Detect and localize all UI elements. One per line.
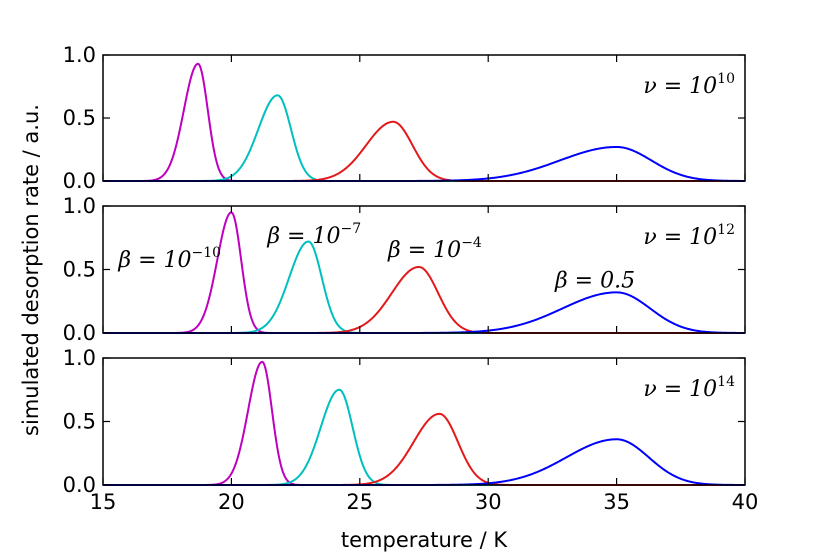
panel-3: 15 20 25 30 35 40 0.0 0.5 1.0 ν = 1014 [63, 346, 759, 514]
y-tick-label: 0.5 [63, 106, 96, 130]
x-tick-label: 25 [346, 490, 373, 514]
y-tick-label: 0.5 [63, 410, 96, 434]
x-tick-label: 40 [732, 490, 759, 514]
y-tick-label: 1.0 [63, 346, 96, 370]
series-line--10-4 [103, 412, 745, 486]
x-axis-label: temperature / K [341, 528, 508, 552]
y-tick-label: 1.0 [63, 43, 96, 67]
nu-label: ν = 1014 [643, 374, 735, 402]
series-line--10-7 [103, 388, 745, 486]
y-tick-label: 0.0 [63, 473, 96, 497]
y-tick-label: 0.0 [63, 169, 96, 193]
panels-group: 0.0 0.5 1.0 ν = 1010 0.0 0.5 1.0 ν = 1012 β = 10… [63, 43, 759, 514]
beta-annotation: β = 10−10 [117, 245, 221, 273]
series-line--0.5 [103, 291, 746, 334]
series-line--0.5 [103, 438, 745, 486]
panel-1: 0.0 0.5 1.0 ν = 1010 [63, 43, 746, 193]
y-tick-label: 0.0 [63, 321, 96, 345]
beta-annotation: β = 10−7 [266, 221, 361, 249]
y-tick-label: 1.0 [63, 194, 96, 218]
beta-annotation: β = 0.5 [554, 268, 635, 293]
x-tick-label: 20 [218, 490, 245, 514]
x-tick-label: 15 [90, 490, 117, 514]
x-tick-label: 35 [603, 490, 630, 514]
series-line--10-4 [103, 120, 745, 182]
beta-annotation: β = 10−4 [387, 235, 482, 263]
nu-label: ν = 1012 [643, 222, 735, 250]
series-line--10-7 [103, 94, 745, 182]
y-tick-label: 0.5 [63, 258, 96, 282]
y-axis-label: simulated desorption rate / a.u. [19, 104, 43, 436]
x-tick-label: 30 [475, 490, 502, 514]
nu-label: ν = 1010 [643, 71, 735, 99]
panel-2: 0.0 0.5 1.0 ν = 1012 β = 10−10 β = 10−7 β = 10… [63, 194, 746, 345]
